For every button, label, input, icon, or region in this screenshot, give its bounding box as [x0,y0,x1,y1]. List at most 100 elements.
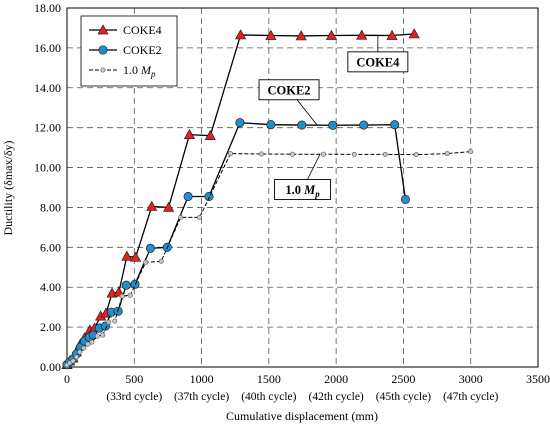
x-tick-label: 3500 [526,372,550,386]
y-tick-label: 0.00 [40,360,61,374]
small-circle-marker [228,151,234,157]
circle-marker [204,191,214,202]
callout: COKE4 [347,35,409,73]
x-axis-title: Cumulative displacement (mm) [226,409,378,423]
small-circle-marker [85,341,91,347]
small-circle-marker [73,354,79,360]
series-coke2 [62,118,410,370]
small-circle-marker [351,151,357,157]
triangle-marker [204,129,216,140]
legend-item: COKE4 [89,23,162,37]
triangle-marker [235,29,247,40]
triangle-marker [163,201,175,212]
y-tick-label: 6.00 [40,240,61,254]
y-tick-label: 4.00 [40,280,61,294]
triangle-marker [408,28,420,39]
triangle-marker [146,200,158,211]
triangle-marker [295,30,307,41]
callout-box [347,51,409,73]
y-axis-title: Ductility (δmax/δy) [1,141,15,236]
triangle-marker [121,250,133,261]
small-circle-marker [70,358,76,364]
callout-box [274,179,331,200]
small-circle-marker [382,151,388,157]
x-tick-label: 3000 [459,372,483,386]
legend: COKE4 COKE2 1.0 Mp [80,15,178,87]
y-tick-label: 18.00 [34,1,61,15]
label-text: 1.0 Mp [285,183,320,199]
series-layer [61,28,474,370]
small-circle-marker [320,151,326,157]
small-circle-marker [444,151,450,157]
callout: 1.0 Mp [274,154,331,200]
small-circle-marker [197,214,203,220]
x-tick-label: 500 [125,372,143,386]
cycle-label: (33rd cycle) [106,391,162,403]
x-tick-label: 1500 [257,372,281,386]
circle-marker [121,280,131,290]
small-circle-marker [143,259,149,265]
y-tick-label: 8.00 [40,200,61,214]
cycle-label: (42th cycle) [309,391,364,403]
small-circle-marker [112,318,118,324]
callout-box [258,79,320,101]
triangle-marker [325,29,338,40]
circle-marker [400,194,410,205]
circle-marker [183,191,193,202]
legend-item: COKE2 [89,43,162,57]
callout: COKE2 [258,79,320,126]
y-tick-label: 12.00 [34,121,61,135]
circle-marker [98,45,108,55]
x-tick-label: 0 [64,372,70,386]
label-text: COKE4 [123,23,162,37]
series-1.0-mp [64,149,474,368]
circle-marker [297,120,307,130]
small-circle-marker [158,258,164,264]
small-circle-marker [106,319,112,325]
cycle-label: (37th cycle) [174,391,229,403]
cycle-labels: (33rd cycle) (37th cycle) (40th cycle) (42t… [106,391,498,403]
plot-frame [66,7,539,368]
circle-marker [390,120,400,130]
circle-marker [328,120,338,130]
small-circle-marker [178,214,184,220]
label-text: 1.0 Mp [123,63,156,79]
cycle-label: (40th cycle) [241,391,296,403]
small-circle-marker [258,151,264,157]
triangle-marker [386,29,398,40]
small-circle-marker [89,339,95,345]
triangle-marker [130,251,142,262]
circle-marker [145,243,155,253]
legend-box [80,15,178,87]
small-circle-marker [119,293,125,299]
circle-marker [359,120,369,130]
small-circle-marker [81,345,87,351]
small-circle-marker [77,349,83,355]
label-text: COKE2 [123,43,162,57]
x-tick-label: 2500 [391,372,415,386]
small-circle-marker [100,332,106,338]
legend-item: 1.0 Mp [89,63,156,79]
small-circle-marker [289,151,295,157]
circle-marker [235,118,245,128]
cycle-label: (45th cycle) [376,391,431,403]
callouts: COKE4 COKE2 1.0 Mp [258,35,409,200]
small-circle-marker [127,292,133,298]
y-tick-label: 2.00 [40,320,61,334]
triangle-marker [356,29,368,40]
triangle-marker [265,29,277,40]
triangle-marker [97,24,109,35]
label-text: COKE4 [356,55,400,69]
cycle-label: (47th cycle) [443,391,498,403]
triangle-marker [183,128,196,139]
x-tick-label: 1000 [190,372,214,386]
x-tick-label: 2000 [324,372,348,386]
y-tick-label: 10.00 [34,161,61,175]
tick-labels: 0 500 1000 1500 2000 2500 3000 3500 0.00 2.00 4.00… [34,1,550,386]
label-text: COKE2 [268,83,311,97]
small-circle-marker [94,333,100,339]
y-tick-label: 14.00 [34,81,61,95]
y-tick-label: 16.00 [34,41,61,55]
small-circle-marker [100,67,106,73]
